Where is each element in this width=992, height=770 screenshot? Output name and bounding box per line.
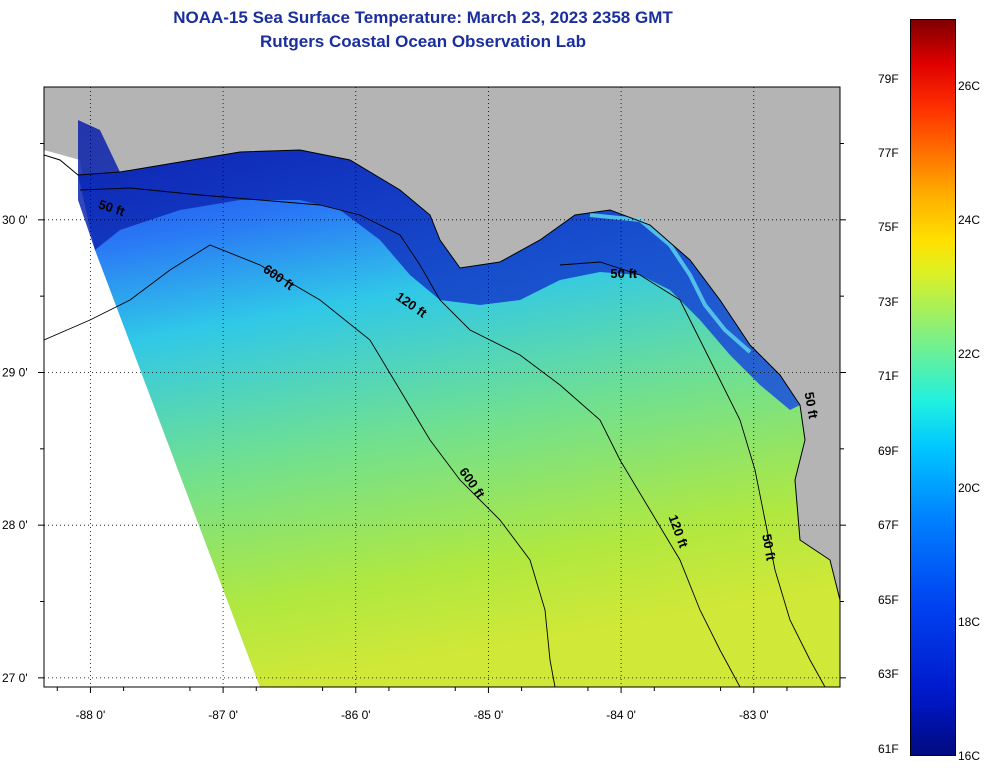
no-data-region [44,150,260,687]
lat-tick-label: 28 0' [2,518,28,532]
gridlines [44,87,840,687]
colorbar-fahrenheit-label: 77F [878,146,899,160]
colorbar-fahrenheit-label: 73F [878,294,899,309]
temperature-colorbar [910,19,956,756]
lon-tick-label: -84 0' [606,708,636,722]
colorbar-celsius-label: 26C [958,79,981,93]
colorbar-celsius-label: 18C [958,615,981,629]
axis-labels: -88 0' -87 0' -86 0' -85 0' -84 0' -83 0' 30 0… [2,213,769,722]
contour-50ft [559,261,826,687]
contour-label: 50 ft [759,533,779,563]
colorbar-fahrenheit-label: 65F [878,592,899,607]
axis-ticks [38,142,846,693]
contour-label: 50 ft [610,266,637,281]
lon-tick-label: -83 0' [739,708,769,722]
contour-600ft [44,244,556,687]
sea-surface [78,150,840,687]
colorbar-celsius-label: 22C [958,347,981,361]
coastline [44,149,840,601]
contour-120ft [79,187,741,687]
contour-label: 50 ft [802,391,822,421]
colorbar-celsius-label: 20C [958,481,981,495]
colorbar-celsius-label: 24C [958,213,981,227]
lon-tick-label: -85 0' [474,708,504,722]
map-frame [43,86,841,688]
colorbar-fahrenheit-label: 67F [878,518,899,533]
lon-tick-label: -86 0' [341,708,371,722]
map-title: NOAA-15 Sea Surface Temperature: March 2… [173,8,673,27]
map-subtitle: Rutgers Coastal Ocean Observation Lab [260,32,586,51]
lon-tick-label: -87 0' [208,708,238,722]
lat-tick-label: 29 0' [2,365,28,379]
colorbar-fahrenheit-label: 63F [878,667,899,682]
colorbar-fahrenheit-label: 69F [878,443,899,458]
colorbar-fahrenheit-label: 75F [878,220,899,235]
colorbar-fahrenheit-label: 79F [878,71,899,86]
colorbar-fahrenheit-label: 61F [878,741,899,756]
lat-tick-label: 27 0' [2,671,28,685]
lat-tick-label: 30 0' [2,213,28,227]
colorbar-celsius-label: 16C [958,749,981,763]
colorbar-fahrenheit-label: 71F [878,369,899,384]
lon-tick-label: -88 0' [76,708,106,722]
shelf-water [78,120,800,410]
